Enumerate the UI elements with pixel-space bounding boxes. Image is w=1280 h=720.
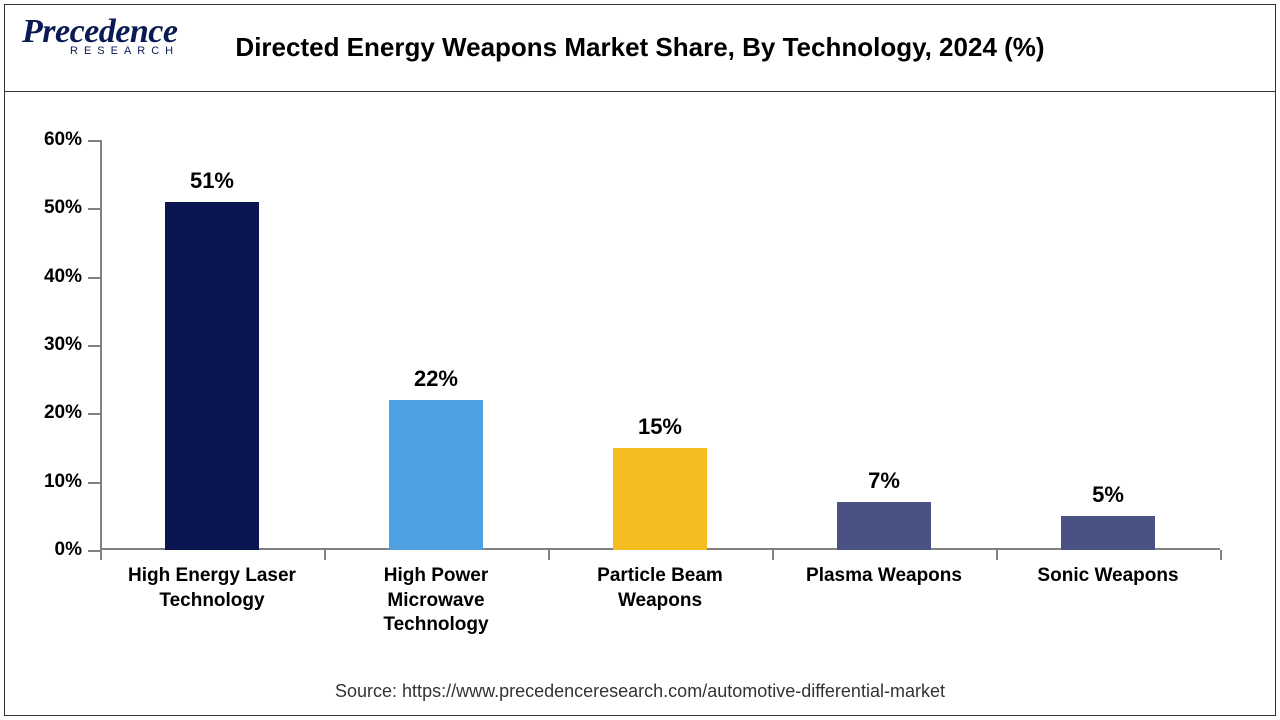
- bar-value-label: 7%: [868, 468, 900, 494]
- y-tick: [88, 208, 100, 210]
- y-tick: [88, 550, 100, 552]
- y-axis-label: 50%: [44, 197, 82, 219]
- y-axis-label: 10%: [44, 471, 82, 493]
- bar: 15%: [613, 448, 707, 551]
- x-tick: [548, 550, 550, 560]
- y-axis-label: 20%: [44, 402, 82, 424]
- y-axis-label: 0%: [55, 539, 82, 561]
- logo-main: Precedence: [22, 18, 222, 47]
- x-tick: [772, 550, 774, 560]
- y-tick: [88, 277, 100, 279]
- title-region: Precedence RESEARCH Directed Energy Weap…: [4, 4, 1276, 92]
- bar: 5%: [1061, 516, 1155, 550]
- x-tick: [324, 550, 326, 560]
- bar-value-label: 51%: [190, 168, 234, 194]
- source-text: Source: https://www.precedenceresearch.c…: [0, 681, 1280, 702]
- y-axis-label: 60%: [44, 129, 82, 151]
- y-tick: [88, 345, 100, 347]
- bar-value-label: 15%: [638, 414, 682, 440]
- y-tick: [88, 413, 100, 415]
- x-axis-label: Particle Beam Weapons: [557, 564, 763, 613]
- x-tick: [1220, 550, 1222, 560]
- bar-value-label: 5%: [1092, 482, 1124, 508]
- x-tick: [996, 550, 998, 560]
- bar: 51%: [165, 202, 259, 551]
- x-axis-label: High Energy Laser Technology: [109, 564, 315, 613]
- bar: 7%: [837, 502, 931, 550]
- x-axis-label: Sonic Weapons: [1005, 564, 1211, 589]
- bar: 22%: [389, 400, 483, 550]
- y-axis-label: 30%: [44, 334, 82, 356]
- y-axis: [100, 140, 102, 550]
- x-axis-label: Plasma Weapons: [781, 564, 987, 589]
- x-axis-label: High Power Microwave Technology: [333, 564, 539, 638]
- brand-logo: Precedence RESEARCH: [22, 18, 222, 57]
- y-tick: [88, 140, 100, 142]
- x-tick: [100, 550, 102, 560]
- logo-sub: RESEARCH: [70, 45, 222, 57]
- bar-value-label: 22%: [414, 366, 458, 392]
- y-tick: [88, 482, 100, 484]
- plot-area: 0%10%20%30%40%50%60%51%High Energy Laser…: [100, 140, 1220, 550]
- y-axis-label: 40%: [44, 266, 82, 288]
